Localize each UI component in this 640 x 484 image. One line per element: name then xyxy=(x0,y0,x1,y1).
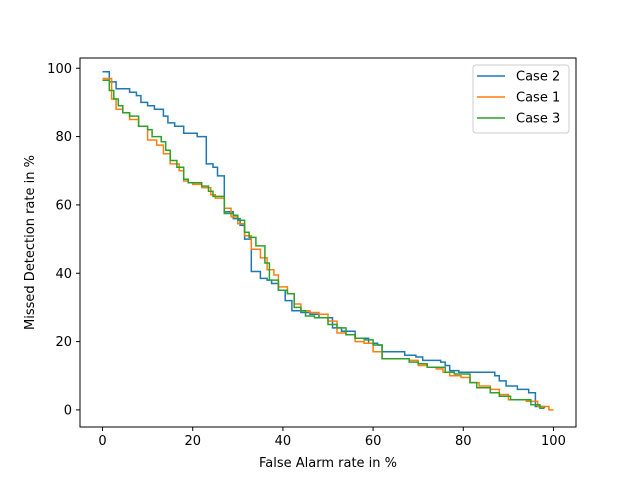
legend-label-case-2: Case 2 xyxy=(516,70,560,85)
series-layer xyxy=(102,70,554,411)
x-tick-layer: 0 20 40 60 80 100 xyxy=(98,427,566,449)
x-tick-label: 60 xyxy=(365,434,382,449)
legend-box xyxy=(472,64,570,134)
y-tick-layer: 0 20 40 60 80 100 xyxy=(47,62,80,418)
y-tick-label: 0 xyxy=(64,403,72,418)
x-tick-label: 0 xyxy=(98,434,106,449)
x-tick-label: 40 xyxy=(275,434,292,449)
y-tick-label: 60 xyxy=(55,198,72,213)
plot-frame xyxy=(79,57,577,428)
x-tick-label: 20 xyxy=(184,434,201,449)
y-tick-label: 100 xyxy=(47,62,72,77)
x-tick-label: 80 xyxy=(455,434,472,449)
x-axis-label: False Alarm rate in % xyxy=(259,456,397,471)
legend: Case 2 Case 1 Case 3 xyxy=(472,64,570,134)
legend-label-case-3: Case 3 xyxy=(516,112,560,127)
y-tick-label: 80 xyxy=(55,130,72,145)
y-tick-label: 20 xyxy=(55,335,72,350)
y-tick-label: 40 xyxy=(55,267,72,282)
legend-entries: Case 2 Case 1 Case 3 xyxy=(477,70,560,127)
y-axis-label: Missed Detection rate in % xyxy=(23,155,38,330)
series-line-case-3 xyxy=(102,79,545,409)
legend-label-case-1: Case 1 xyxy=(516,91,560,106)
x-tick-label: 100 xyxy=(541,434,566,449)
